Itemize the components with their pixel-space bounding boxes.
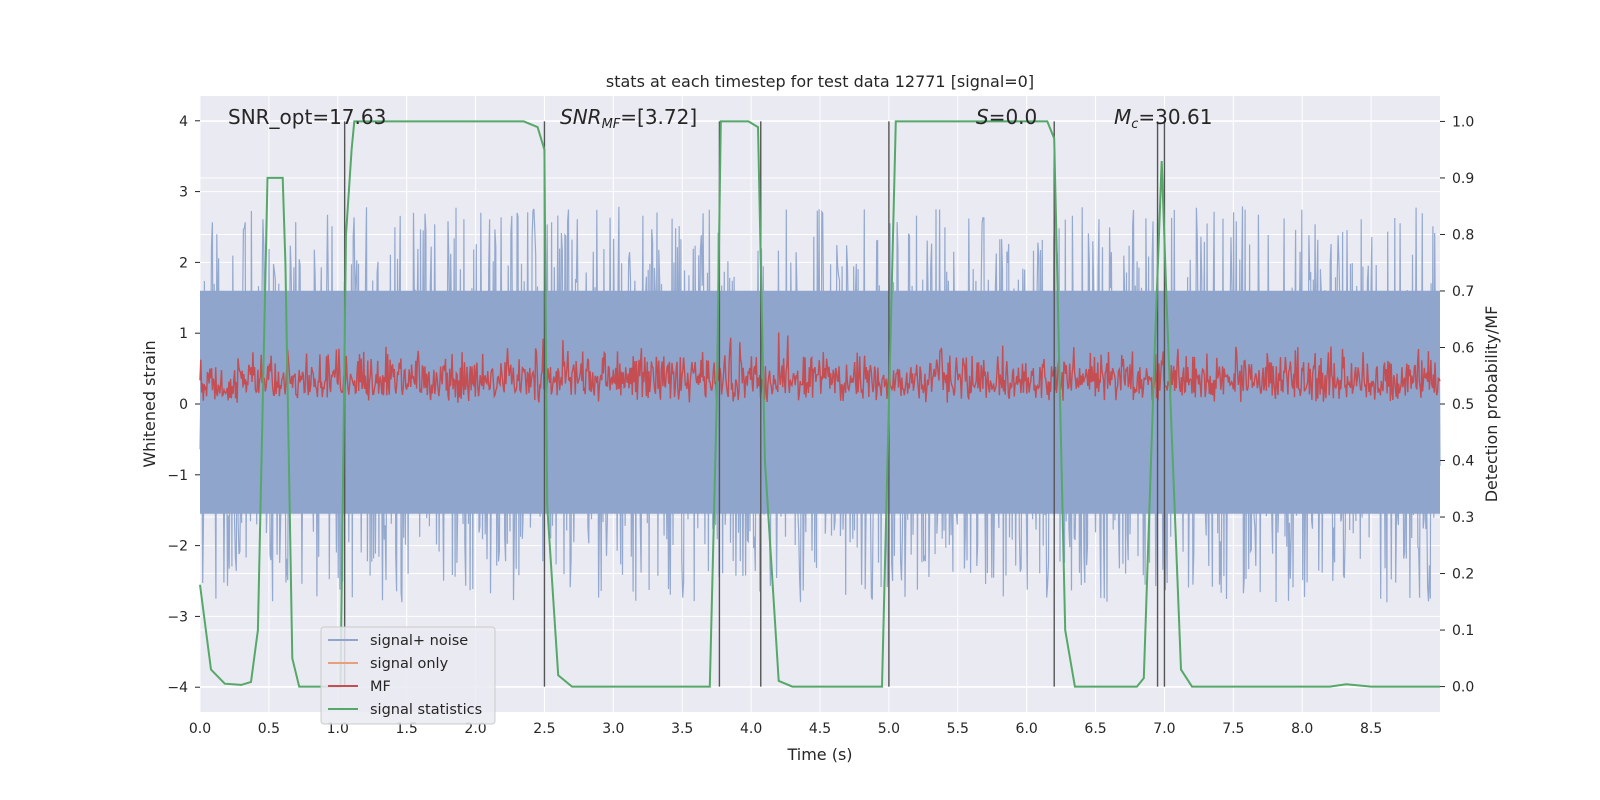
x-tick-label: 5.5 bbox=[947, 721, 969, 737]
y-axis-right-label: Detection probability/MF bbox=[1482, 306, 1501, 503]
x-tick-label: 0.5 bbox=[258, 721, 280, 737]
annotation-snr-mf: SNRMF=[3.72] bbox=[560, 105, 697, 132]
y-right-tick-label: 0.8 bbox=[1452, 227, 1474, 243]
x-tick-label: 6.5 bbox=[1084, 721, 1106, 737]
legend-label-signal-noise: signal+ noise bbox=[370, 633, 468, 649]
mf-line bbox=[199, 332, 1441, 403]
mf-series bbox=[199, 332, 1441, 403]
y-right-tick-label: 0.2 bbox=[1452, 567, 1474, 583]
x-tick-label: 1.5 bbox=[396, 721, 418, 737]
x-tick-label: 2.5 bbox=[533, 721, 555, 737]
x-tick-label: 6.0 bbox=[1016, 721, 1038, 737]
x-tick-label: 4.5 bbox=[809, 721, 831, 737]
y-tick-label: 1 bbox=[179, 326, 188, 342]
x-tick-label: 3.5 bbox=[671, 721, 693, 737]
y-right-tick-label: 0.5 bbox=[1452, 397, 1474, 413]
annotation-s: S=0.0 bbox=[976, 105, 1037, 129]
annotation-mc: Mc=30.61 bbox=[1114, 105, 1212, 132]
signal-statistics-series bbox=[199, 120, 1440, 688]
x-tick-label: 7.0 bbox=[1153, 721, 1175, 737]
y-tick-label: −2 bbox=[167, 539, 188, 555]
y-tick-label: −3 bbox=[167, 609, 188, 625]
annotation-snr-opt: SNR_opt=17.63 bbox=[228, 105, 386, 129]
y-tick-label: 2 bbox=[179, 255, 188, 271]
legend-label-signal-statistics: signal statistics bbox=[370, 702, 482, 718]
legend-label-mf: MF bbox=[370, 679, 391, 695]
y-right-tick-label: 1.0 bbox=[1452, 114, 1474, 130]
y-right-tick-label: 0.0 bbox=[1452, 680, 1474, 696]
y-right-tick-label: 0.9 bbox=[1452, 171, 1474, 187]
legend: signal+ noise signal only MF signal stat… bbox=[320, 626, 496, 725]
chart-title: stats at each timestep for test data 127… bbox=[606, 72, 1034, 91]
y-right-tick-label: 0.4 bbox=[1452, 454, 1474, 470]
axis-ticks: 0.0 0.5 1.0 1.5 2.0 2.5 3.0 3.5 4.0 4.5 5.0 5.5 6.0 6… bbox=[167, 114, 1474, 737]
x-tick-label: 8.5 bbox=[1360, 721, 1382, 737]
x-axis-label: Time (s) bbox=[786, 745, 852, 764]
y-right-tick-label: 0.3 bbox=[1452, 510, 1474, 526]
x-tick-label: 7.5 bbox=[1222, 721, 1244, 737]
y-tick-label: −4 bbox=[167, 680, 188, 696]
x-tick-label: 3.0 bbox=[602, 721, 624, 737]
x-tick-label: 1.0 bbox=[327, 721, 349, 737]
y-tick-label: 0 bbox=[179, 397, 188, 413]
y-axis-label: Whitened strain bbox=[140, 340, 159, 467]
signal-noise-core bbox=[200, 290, 1440, 514]
x-tick-label: 0.0 bbox=[189, 721, 211, 737]
signal-statistics-line bbox=[199, 120, 1440, 688]
x-tick-label: 2.0 bbox=[464, 721, 486, 737]
signal-noise-series bbox=[199, 206, 1441, 603]
legend-box bbox=[320, 626, 496, 725]
x-tick-label: 5.0 bbox=[878, 721, 900, 737]
y-tick-label: 3 bbox=[179, 185, 188, 201]
y-tick-label: 4 bbox=[179, 114, 188, 130]
y-tick-label: −1 bbox=[167, 468, 188, 484]
y-right-tick-label: 0.1 bbox=[1452, 623, 1474, 639]
x-tick-label: 8.0 bbox=[1291, 721, 1313, 737]
x-tick-label: 4.0 bbox=[740, 721, 762, 737]
legend-label-signal-only: signal only bbox=[370, 656, 449, 672]
y-right-tick-label: 0.7 bbox=[1452, 284, 1474, 300]
y-right-tick-label: 0.6 bbox=[1452, 340, 1474, 356]
